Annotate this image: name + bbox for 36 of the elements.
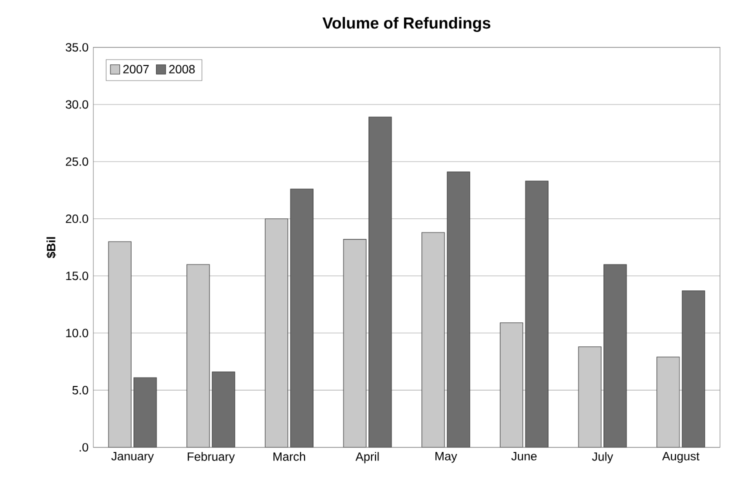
y-tick-label: .0 xyxy=(80,443,88,452)
x-tick-label: January xyxy=(111,452,154,463)
bar xyxy=(264,218,288,448)
bar xyxy=(212,372,236,448)
bar xyxy=(578,346,602,448)
x-tick-label: June xyxy=(511,452,537,460)
bar xyxy=(446,172,470,448)
y-axis-title: $Bil xyxy=(46,237,56,258)
y-tick-label: 10.0 xyxy=(66,328,88,338)
bar xyxy=(604,264,627,448)
legend-label: 2007 xyxy=(123,64,149,74)
bar xyxy=(186,264,210,448)
y-tick-label: 20.0 xyxy=(66,214,88,224)
x-tick-label: July xyxy=(592,452,614,464)
bar xyxy=(134,378,157,448)
x-tick-label: August xyxy=(662,452,700,463)
x-tick-label: February xyxy=(188,452,235,464)
bar xyxy=(682,290,706,448)
y-tick-label: 5.0 xyxy=(72,386,88,394)
y-tick-label: 30.0 xyxy=(66,100,88,109)
y-tick-label: 15.0 xyxy=(66,272,88,280)
bar xyxy=(108,242,132,448)
bar xyxy=(525,180,548,448)
x-tick-label: April xyxy=(356,452,379,464)
x-tick-label: May xyxy=(435,452,458,463)
bar xyxy=(656,356,680,448)
y-tick-label: 25.0 xyxy=(66,157,88,166)
legend-label: 2008 xyxy=(169,64,195,74)
bar xyxy=(500,322,524,448)
bar xyxy=(368,116,392,448)
x-tick-label: March xyxy=(273,452,306,461)
bar xyxy=(343,239,366,448)
bar xyxy=(422,232,445,448)
bar xyxy=(290,188,314,448)
y-tick-label: 35.0 xyxy=(66,43,88,52)
chart-title: Volume of Refundings xyxy=(322,16,490,32)
